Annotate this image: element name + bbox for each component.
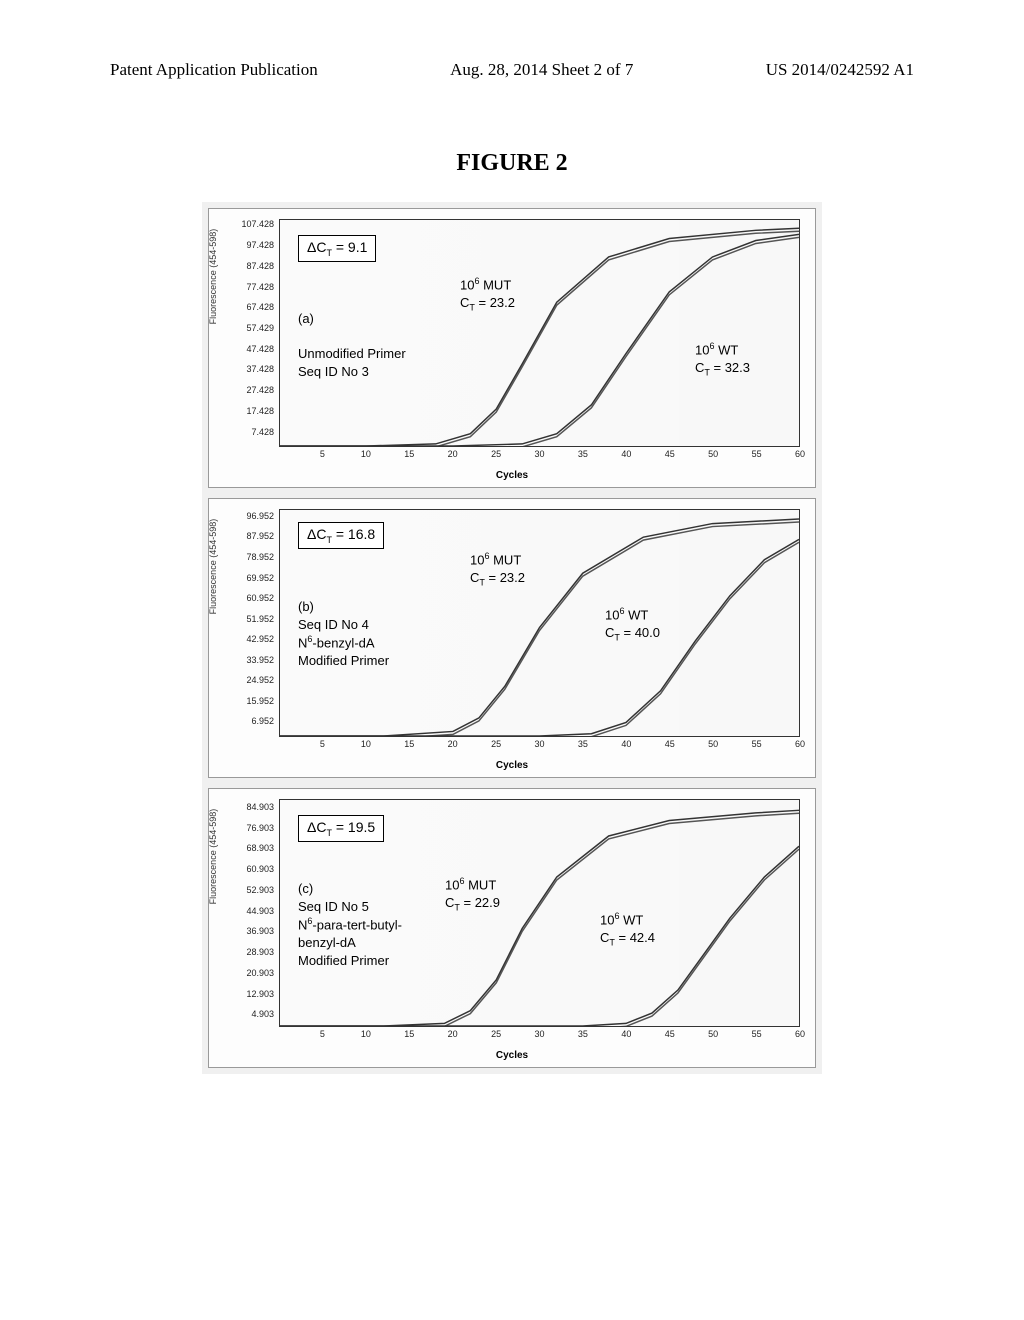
figure-title: FIGURE 2: [0, 150, 1024, 177]
header-right: US 2014/0242592 A1: [766, 60, 914, 80]
y-axis-label: Fluorescence (454-598): [208, 229, 218, 325]
mut-annotation-c: 106 MUTCT = 22.9: [445, 875, 500, 914]
primer-desc-c: (c)Seq ID No 5N6-para-tert-butyl-benzyl-…: [298, 880, 402, 969]
delta-ct-box-a: ΔCT = 9.1: [298, 235, 376, 262]
mut-annotation-b: 106 MUTCT = 23.2: [470, 550, 525, 589]
y-axis-label: Fluorescence (454-598): [208, 809, 218, 905]
x-ticks-c: 51015202530354045505560: [279, 1029, 800, 1045]
mut-annotation-a: 106 MUTCT = 23.2: [460, 275, 515, 314]
y-ticks-c: 4.90312.90320.90328.90336.90344.90352.90…: [234, 799, 276, 1027]
y-ticks-b: 6.95215.95224.95233.95242.95251.95260.95…: [234, 509, 276, 737]
wt-annotation-b: 106 WTCT = 40.0: [605, 605, 660, 644]
x-axis-label-b: Cycles: [496, 760, 528, 771]
header-left: Patent Application Publication: [110, 60, 318, 80]
chart-b: Fluorescence (454-598) 6.95215.95224.952…: [208, 498, 816, 778]
delta-ct-box-b: ΔCT = 16.8: [298, 522, 384, 549]
header-center: Aug. 28, 2014 Sheet 2 of 7: [450, 60, 633, 80]
y-ticks-a: 7.42817.42827.42837.42847.42857.42967.42…: [234, 219, 276, 447]
y-axis-label: Fluorescence (454-598): [208, 519, 218, 615]
page-header: Patent Application Publication Aug. 28, …: [0, 0, 1024, 80]
plot-area-c: ΔCT = 19.5 106 MUTCT = 22.9 106 WTCT = 4…: [279, 799, 800, 1027]
delta-ct-box-c: ΔCT = 19.5: [298, 815, 384, 842]
x-axis-label-c: Cycles: [496, 1050, 528, 1061]
wt-annotation-a: 106 WTCT = 32.3: [695, 340, 750, 379]
chart-a: Fluorescence (454-598) 7.42817.42827.428…: [208, 208, 816, 488]
x-axis-label-a: Cycles: [496, 470, 528, 481]
primer-desc-a: (a)Unmodified PrimerSeq ID No 3: [298, 310, 406, 380]
charts-container: Fluorescence (454-598) 7.42817.42827.428…: [202, 202, 822, 1074]
plot-area-b: ΔCT = 16.8 106 MUTCT = 23.2 106 WTCT = 4…: [279, 509, 800, 737]
x-ticks-b: 51015202530354045505560: [279, 739, 800, 755]
wt-annotation-c: 106 WTCT = 42.4: [600, 910, 655, 949]
chart-c: Fluorescence (454-598) 4.90312.90320.903…: [208, 788, 816, 1068]
primer-desc-b: (b)Seq ID No 4N6-benzyl-dAModified Prime…: [298, 598, 389, 670]
x-ticks-a: 51015202530354045505560: [279, 449, 800, 465]
plot-area-a: ΔCT = 9.1 106 MUTCT = 23.2 106 WTCT = 32…: [279, 219, 800, 447]
